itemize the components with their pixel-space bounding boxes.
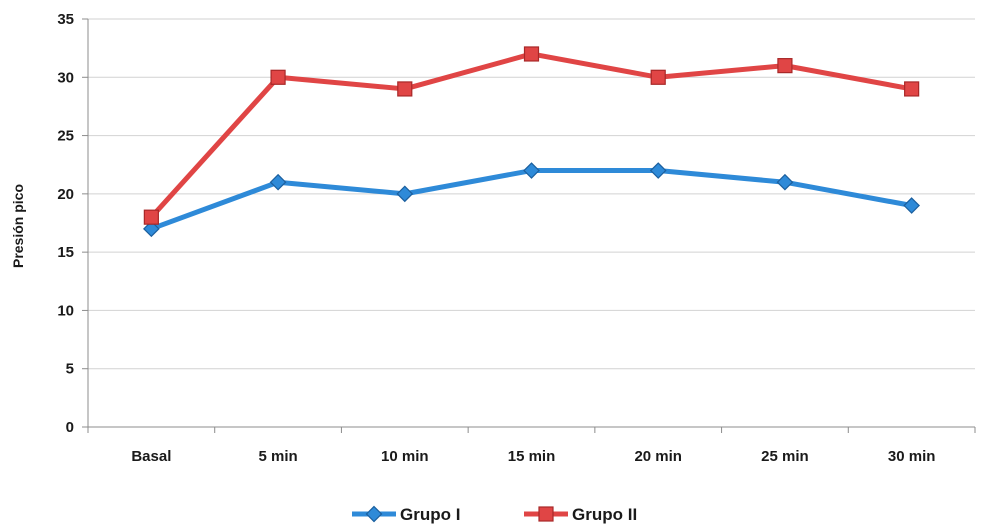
legend-label: Grupo I — [400, 505, 460, 524]
x-tick-label: 20 min — [634, 448, 682, 465]
data-point — [649, 162, 667, 179]
y-tick-label: 20 — [57, 186, 74, 203]
data-point — [903, 197, 920, 214]
grid-lines — [88, 18, 975, 370]
y-axis-title: Presión pico — [10, 184, 26, 268]
series — [143, 46, 920, 238]
x-tick-label: Basal — [131, 448, 171, 465]
legend-label: Grupo II — [572, 505, 637, 524]
data-point — [777, 58, 793, 74]
y-tick-label: 30 — [57, 69, 74, 86]
data-point — [143, 220, 160, 238]
legend-swatch-marker — [365, 505, 383, 523]
x-tick-label: 10 min — [381, 448, 429, 465]
y-tick-label: 35 — [57, 11, 74, 28]
y-tick-label: 0 — [66, 419, 74, 436]
series-grupo-i — [143, 162, 920, 238]
y-tick-labels: 0 5 10 15 20 25 30 35 — [57, 11, 74, 436]
axes — [82, 18, 976, 433]
legend-entry: Grupo II — [524, 505, 637, 524]
data-point — [270, 69, 286, 85]
legend-swatch-marker — [538, 506, 554, 522]
data-point — [269, 173, 287, 191]
x-tick-label: 30 min — [888, 448, 936, 465]
data-point — [396, 185, 414, 203]
x-tick-label: 15 min — [508, 448, 556, 465]
data-point — [650, 69, 666, 85]
series-grupo-ii — [143, 46, 920, 225]
y-tick-label: 10 — [57, 302, 74, 319]
x-tick-label: 5 min — [258, 448, 297, 465]
data-point — [523, 46, 540, 62]
data-point — [397, 81, 413, 97]
data-point — [523, 162, 540, 179]
x-tick-label: 25 min — [761, 448, 809, 465]
x-tick-labels: Basal 5 min 10 min 15 min 20 min 25 min 30 min — [131, 448, 935, 465]
y-tick-label: 25 — [57, 128, 74, 145]
y-tick-label: 15 — [57, 244, 74, 261]
y-tick-label: 5 — [66, 361, 74, 378]
series-line — [148, 168, 915, 232]
data-point — [776, 173, 794, 191]
legend-entry: Grupo I — [352, 505, 460, 524]
legend: Grupo I Grupo II — [352, 505, 637, 524]
data-point — [143, 209, 159, 225]
data-point — [904, 81, 920, 97]
